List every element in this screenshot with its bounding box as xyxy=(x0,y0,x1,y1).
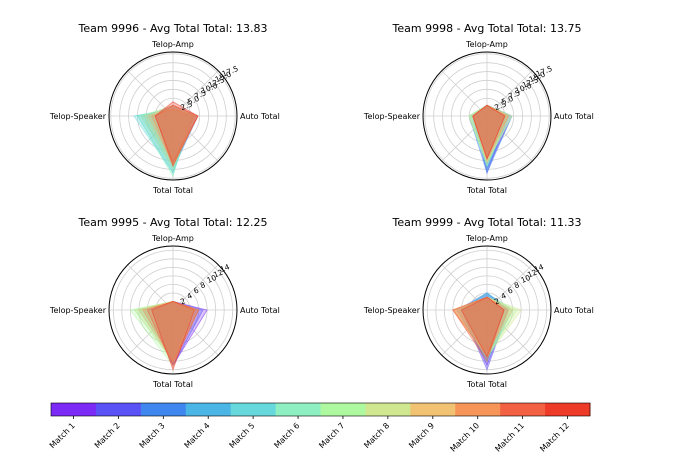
axis-label-auto-total: Auto Total xyxy=(240,306,280,315)
panel-title: Team 9996 - Avg Total Total: 13.83 xyxy=(78,22,268,35)
axis-label-telop-amp: Telop-Amp xyxy=(465,234,508,243)
radial-tick-label: 2.5 xyxy=(179,99,194,112)
colorbar-label: Match 2 xyxy=(93,421,122,450)
grid-spoke xyxy=(486,309,533,356)
series-polygon-match-8 xyxy=(468,104,513,164)
colorbar-label: Match 3 xyxy=(138,421,167,450)
grid-spoke xyxy=(441,115,488,162)
colorbar-label: Match 10 xyxy=(448,421,481,454)
polar-frame xyxy=(108,245,238,375)
panel-title: Team 9995 - Avg Total Total: 12.25 xyxy=(78,216,268,229)
colorbar-label: Match 9 xyxy=(407,421,436,450)
axis-label-telop-speaker: Telop-Speaker xyxy=(363,306,421,315)
grid-spoke xyxy=(172,309,219,356)
grid-spoke xyxy=(441,309,488,356)
colorbar-swatch-4 xyxy=(185,403,232,416)
colorbar-swatch-10 xyxy=(455,403,501,416)
grid-spoke xyxy=(127,309,174,356)
colorbar-frame xyxy=(50,402,591,417)
colorbar-swatch-11 xyxy=(500,403,546,416)
radial-tick-label: 2 xyxy=(493,296,501,306)
radial-tick-label: 12 xyxy=(526,268,538,280)
colorbar-swatch-8 xyxy=(365,403,411,416)
radial-tick-label: 8 xyxy=(513,280,521,290)
radial-tick-label: 12 xyxy=(212,268,224,280)
radial-tick-label: 2 xyxy=(179,296,187,306)
radial-tick-label: 7.5 xyxy=(193,88,208,101)
colorbar-swatch-12 xyxy=(545,403,591,416)
radial-tick-label: 6 xyxy=(506,285,514,295)
radial-tick-label: 6 xyxy=(192,285,200,295)
panel-title: Team 9999 - Avg Total Total: 11.33 xyxy=(392,216,582,229)
radial-tick-label: 4 xyxy=(500,291,508,301)
colorbar-label: Match 4 xyxy=(183,421,212,450)
radar-panel-1: Team 9996 - Avg Total Total: 13.83 2.55.0… xyxy=(49,22,280,195)
colorbar-swatch-3 xyxy=(140,403,187,416)
axis-label-total-total: Total Total xyxy=(152,380,193,389)
radial-tick-label: 14 xyxy=(219,262,231,274)
radial-tick-label: 8 xyxy=(199,280,207,290)
panel-title: Team 9998 - Avg Total Total: 13.75 xyxy=(392,22,582,35)
series-polygon-match-12 xyxy=(151,301,195,372)
grid-spoke xyxy=(486,115,533,162)
axis-label-total-total: Total Total xyxy=(466,186,507,195)
colorbar-swatch-7 xyxy=(320,403,366,416)
axis-label-telop-speaker: Telop-Speaker xyxy=(49,306,107,315)
axis-label-total-total: Total Total xyxy=(466,380,507,389)
colorbar-label: Match 12 xyxy=(538,421,571,454)
axis-label-telop-amp: Telop-Amp xyxy=(151,40,194,49)
grid-spoke xyxy=(172,115,219,162)
grid-spoke xyxy=(441,70,488,117)
polar-frame xyxy=(422,245,552,375)
colorbar-swatch-1 xyxy=(51,403,97,416)
radial-tick-label: 5.0 xyxy=(500,94,515,107)
radial-tick-label: 14 xyxy=(533,262,545,274)
radial-tick-label: 5.0 xyxy=(186,94,201,107)
colorbar-label: Match 1 xyxy=(48,421,77,450)
series-polygon-match-12 xyxy=(460,296,505,358)
axis-label-telop-speaker: Telop-Speaker xyxy=(363,112,421,121)
colorbar-label: Match 5 xyxy=(228,421,257,450)
axis-label-telop-amp: Telop-Amp xyxy=(151,234,194,243)
axis-label-auto-total: Auto Total xyxy=(554,306,594,315)
radar-panel-3: Team 9995 - Avg Total Total: 12.25 246810… xyxy=(49,216,280,389)
colorbar-label: Match 6 xyxy=(272,421,301,450)
colorbar-label: Match 11 xyxy=(493,421,526,454)
radar-panel-4: Team 9999 - Avg Total Total: 11.33 246810… xyxy=(363,216,594,389)
grid-spoke xyxy=(172,264,219,311)
polar-frame xyxy=(422,51,552,181)
radial-tick-label: 10 xyxy=(519,273,531,285)
colorbar: Match 1 Match 2 Match 3 Match 4 Match 5 Match… xyxy=(48,402,591,454)
series-polygon-match-12 xyxy=(472,104,506,160)
series-polygon-match-7 xyxy=(456,296,518,358)
grid-spoke xyxy=(441,264,488,311)
axis-label-auto-total: Auto Total xyxy=(240,112,280,121)
axis-label-auto-total: Auto Total xyxy=(554,112,594,121)
axis-label-telop-amp: Telop-Amp xyxy=(465,40,508,49)
radar-panel-2: Team 9998 - Avg Total Total: 13.75 2.55.0… xyxy=(363,22,594,195)
colorbar-label: Match 7 xyxy=(317,421,346,450)
grid-spoke xyxy=(127,264,174,311)
series-polygon-match-12 xyxy=(154,101,199,167)
colorbar-swatch-5 xyxy=(230,403,277,416)
axis-label-total-total: Total Total xyxy=(152,186,193,195)
radial-tick-label: 4 xyxy=(186,291,194,301)
colorbar-label: Match 8 xyxy=(362,421,391,450)
radial-tick-label: 7.5 xyxy=(507,88,522,101)
polar-frame xyxy=(108,51,238,181)
radial-tick-label: 10 xyxy=(205,273,217,285)
axis-label-telop-speaker: Telop-Speaker xyxy=(49,112,107,121)
radial-tick-label: 2.5 xyxy=(493,99,508,112)
colorbar-swatch-6 xyxy=(275,403,321,416)
colorbar-swatch-2 xyxy=(95,403,142,416)
colorbar-swatch-9 xyxy=(410,403,456,416)
